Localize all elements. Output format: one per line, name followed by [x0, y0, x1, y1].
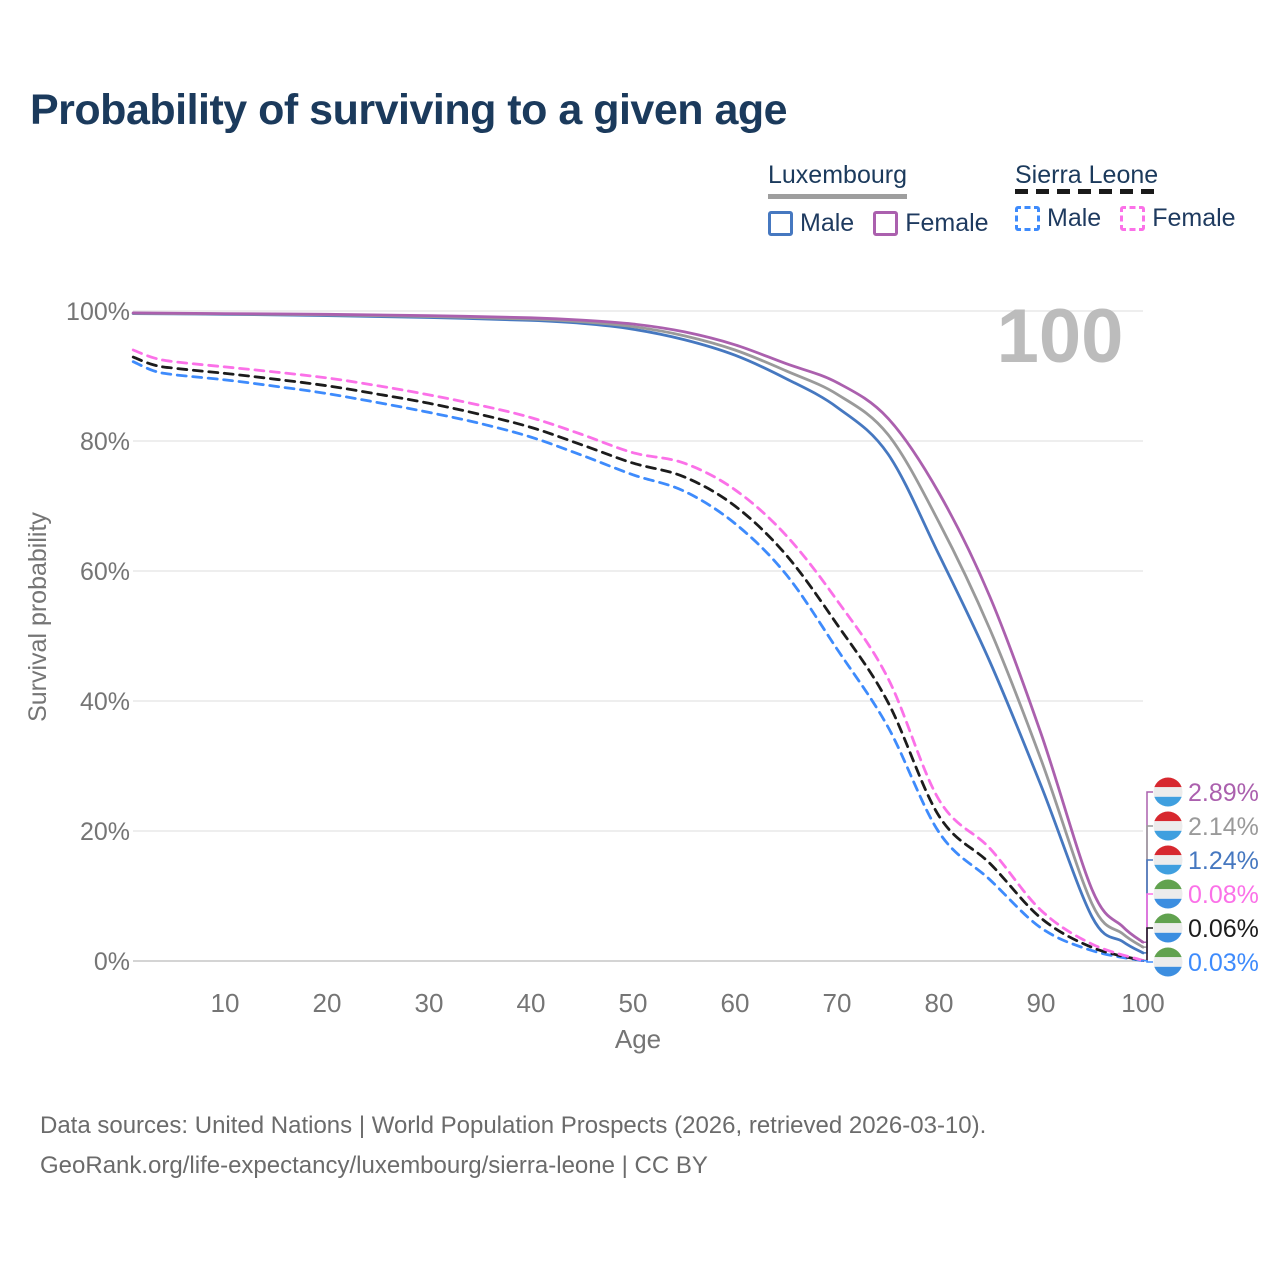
axes: 0% 20% 40% 60% 80% 100% 10 20 30 40 50 60 70 80 90 100 [66, 298, 1165, 1018]
x-tick-40: 40 [517, 988, 546, 1018]
x-tick-10: 10 [211, 988, 240, 1018]
y-axis-title: Survival probability [24, 512, 52, 722]
legend-group-title-sierra-leone[interactable]: Sierra Leone [1015, 161, 1159, 194]
x-tick-60: 60 [721, 988, 750, 1018]
legend-items-sierra-leone: Male Female [1015, 204, 1236, 233]
end-label-value: 1.24% [1188, 847, 1259, 875]
footer-datasource-line: Data sources: United Nations | World Pop… [40, 1112, 987, 1139]
legend-items-luxembourg: Male Female [768, 209, 989, 238]
x-tick-20: 20 [313, 988, 342, 1018]
sierra-leone-flag-icon [1153, 879, 1183, 909]
line-sierra-leone-both[interactable] [131, 355, 1145, 962]
end-label-connector [1141, 927, 1153, 962]
survival-probability-chart: 100 0% 20% 40% 60% 80% 100% 10 20 30 40 50 60 70 80 90… [24, 294, 1259, 1054]
end-label-value: 0.06% [1188, 915, 1259, 943]
end-label-value: 0.08% [1188, 881, 1259, 909]
sierra-leone-flag-icon [1153, 913, 1183, 943]
y-tick-0%: 0% [94, 948, 130, 976]
legend-swatch-luxembourg-female-icon [873, 211, 899, 236]
y-tick-20%: 20% [80, 818, 130, 846]
legend-swatch-sierra-leone-female-icon [1120, 206, 1146, 231]
y-tick-40%: 40% [80, 688, 130, 716]
y-tick-60%: 60% [80, 558, 130, 586]
legend-item-luxembourg-female[interactable]: Female [873, 209, 989, 238]
end-label-value: 2.89% [1188, 779, 1259, 807]
legend-item-sierra-leone-female[interactable]: Female [1120, 204, 1236, 233]
legend-label-sierra-leone-female: Female [1152, 204, 1236, 232]
legend-item-luxembourg-male[interactable]: Male [768, 209, 854, 238]
end-label-value: 2.14% [1188, 813, 1259, 841]
legend-swatch-sierra-leone-male-icon [1015, 206, 1040, 231]
luxembourg-flag-icon [1153, 845, 1183, 875]
x-tick-30: 30 [415, 988, 444, 1018]
end-label-value: 0.03% [1188, 949, 1259, 977]
x-tick-90: 90 [1027, 988, 1056, 1018]
series-end-labels: 2.89% 2.14% 1.24% 0.08% 0.06% 0.03% [1141, 777, 1259, 977]
x-tick-50: 50 [619, 988, 648, 1018]
legend-item-sierra-leone-male[interactable]: Male [1015, 204, 1101, 233]
gridlines [133, 310, 1143, 962]
x-tick-80: 80 [925, 988, 954, 1018]
sierra-leone-flag-icon [1153, 947, 1183, 977]
line-sierra-leone-female[interactable] [131, 348, 1145, 962]
legend-group-sierra-leone: Sierra Leone Male Female [1015, 161, 1236, 233]
y-tick-100%: 100% [66, 298, 130, 326]
x-axis-title: Age [615, 1024, 661, 1054]
x-tick-70: 70 [823, 988, 852, 1018]
end-label-connector [1141, 960, 1153, 963]
legend: Luxembourg Male Female Sierra Leone Male [0, 161, 1280, 241]
line-sierra-leone-male[interactable] [131, 360, 1145, 963]
footer-attribution-line: GeoRank.org/life-expectancy/luxembourg/s… [40, 1152, 708, 1179]
legend-label-sierra-leone-male: Male [1047, 204, 1102, 232]
luxembourg-flag-icon [1153, 777, 1183, 807]
legend-label-luxembourg-female: Female [905, 209, 989, 237]
footer: Data sources: United Nations | World Pop… [40, 1106, 986, 1186]
hover-age-watermark: 100 [997, 294, 1124, 379]
luxembourg-flag-icon [1153, 811, 1183, 841]
legend-group-title-luxembourg[interactable]: Luxembourg [768, 161, 907, 199]
legend-swatch-luxembourg-male-icon [768, 211, 793, 236]
line-luxembourg-female[interactable] [131, 311, 1145, 944]
x-tick-100: 100 [1121, 988, 1164, 1018]
legend-group-luxembourg: Luxembourg Male Female [768, 161, 989, 238]
legend-label-luxembourg-male: Male [800, 209, 855, 237]
chart-title: Probability of surviving to a given age [30, 86, 788, 134]
y-tick-80%: 80% [80, 428, 130, 456]
